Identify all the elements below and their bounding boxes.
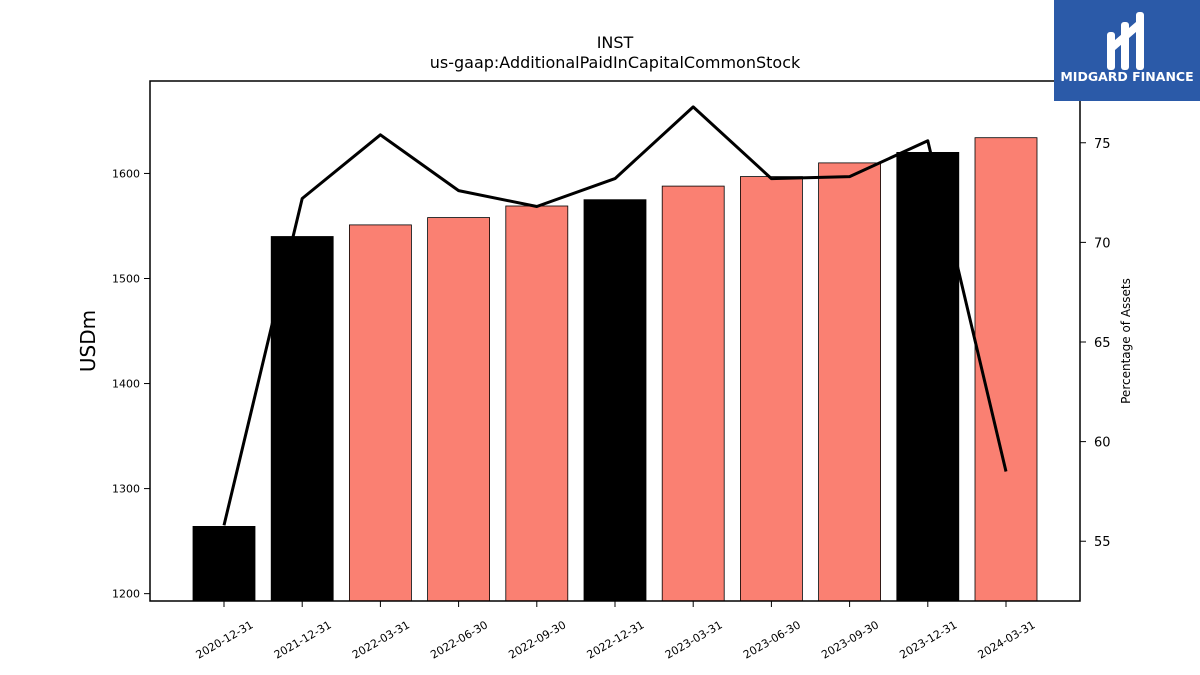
x-tick-label: 2024-03-31 [976, 618, 1038, 661]
left-axis: 1200 1300 1400 1500 1600 [112, 167, 150, 601]
logo-text: MIDGARD FINANCE [1060, 69, 1193, 84]
bar-2022-06-30 [427, 217, 491, 602]
x-tick-label: 2021-12-31 [272, 618, 334, 661]
x-axis: 2020-12-31 2021-12-31 2022-03-31 2022-06-30… [194, 601, 1038, 662]
logo-icon [1107, 12, 1144, 70]
x-tick-label: 2023-06-30 [741, 618, 803, 661]
x-tick-label: 2020-12-31 [194, 618, 256, 661]
bar-2023-09-30 [818, 162, 881, 602]
y2-tick-label: 65 [1094, 336, 1111, 351]
bars [192, 137, 1038, 602]
line-layer [222, 105, 1008, 526]
y-tick-label: 1500 [112, 272, 140, 285]
y-tick-label: 1300 [112, 483, 140, 496]
x-tick-label: 2022-12-31 [585, 618, 647, 661]
y2-tick-label: 60 [1094, 436, 1111, 451]
logo: MIDGARD FINANCE [1054, 0, 1200, 101]
bar-2023-06-30 [740, 176, 803, 602]
bar-2021-12-31 [270, 236, 334, 602]
percentage-line [222, 105, 1008, 526]
y2-tick-label: 75 [1094, 137, 1111, 152]
y2-tick-label: 70 [1094, 236, 1111, 251]
chart-title: INST [597, 33, 634, 52]
x-tick-label: 2022-03-31 [350, 618, 412, 661]
y2-axis-label: Percentage of Assets [1119, 278, 1133, 404]
x-tick-label: 2023-03-31 [663, 618, 725, 661]
y-axis-label: USDm [76, 310, 100, 372]
y-tick-label: 1200 [112, 588, 140, 601]
bar-2022-12-31 [583, 199, 647, 602]
y-tick-label: 1400 [112, 378, 140, 391]
x-tick-label: 2023-09-30 [819, 618, 881, 661]
bar-2023-03-31 [661, 185, 725, 602]
right-axis: 55 60 65 70 75 [1080, 137, 1111, 550]
bar-2023-12-31 [896, 151, 960, 602]
x-tick-label: 2022-09-30 [506, 618, 568, 661]
x-tick-label: 2022-06-30 [428, 618, 490, 661]
y2-tick-label: 55 [1094, 535, 1111, 550]
bar-2020-12-31 [192, 526, 256, 602]
y-tick-label: 1600 [112, 167, 140, 180]
chart-subtitle: us-gaap:AdditionalPaidInCapitalCommonSto… [430, 53, 801, 72]
bar-2024-03-31 [974, 137, 1038, 602]
bar-2022-03-31 [348, 224, 412, 602]
bar-2022-09-30 [505, 205, 569, 602]
x-tick-label: 2023-12-31 [897, 618, 959, 661]
